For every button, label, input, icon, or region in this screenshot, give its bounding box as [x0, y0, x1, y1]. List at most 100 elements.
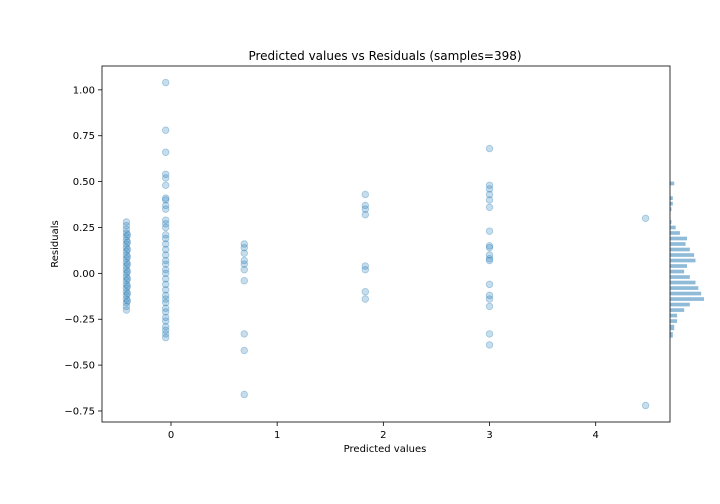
scatter-point: [123, 297, 132, 305]
scatter-point: [162, 299, 170, 307]
scatter-point: [162, 308, 170, 316]
scatter-point: [485, 341, 494, 349]
scatter-point: [162, 260, 170, 268]
scatter-point: [123, 289, 132, 298]
scatter-point: [123, 245, 132, 254]
scatter-point: [162, 148, 170, 156]
scatter-point: [485, 190, 494, 199]
scatter-point: [162, 194, 170, 202]
scatter-point: [641, 401, 650, 410]
scatter-point: [485, 302, 494, 311]
scatter-point: [240, 240, 248, 248]
histogram-bars: [670, 181, 704, 338]
scatter-point: [162, 205, 170, 213]
scatter-point: [361, 201, 369, 210]
scatter-point: [122, 277, 131, 285]
scatter-point: [162, 256, 170, 265]
histogram-bar: [670, 319, 678, 323]
scatter-point: [162, 170, 170, 178]
scatter-point: [122, 302, 131, 311]
scatter-point: [361, 288, 369, 296]
y-tick-label: 0.75: [73, 131, 95, 142]
scatter-point: [485, 227, 494, 235]
scatter-point: [485, 242, 494, 250]
scatter-point: [485, 251, 494, 259]
x-tick-label: 1: [274, 430, 280, 441]
histogram-bar: [670, 236, 687, 241]
scatter-point: [485, 181, 494, 189]
scatter-point: [162, 330, 170, 338]
scatter-point: [122, 280, 131, 289]
scatter-point: [162, 291, 170, 300]
scatter-point: [361, 262, 369, 270]
scatter-point: [485, 330, 494, 338]
plot-area-frame: [101, 65, 671, 423]
scatter-point: [485, 280, 494, 289]
scatter-point: [122, 291, 131, 300]
scatter-point: [122, 295, 131, 303]
scatter-point: [122, 218, 131, 226]
histogram-bar: [670, 220, 672, 224]
scatter-point: [162, 326, 170, 334]
scatter-point: [240, 256, 248, 265]
scatter-point: [122, 273, 131, 281]
histogram-bar: [670, 308, 685, 312]
scatter-point: [123, 231, 132, 239]
y-tick-label: 0.50: [73, 177, 95, 188]
scatter-point: [162, 269, 170, 278]
scatter-point: [240, 330, 248, 338]
scatter-point: [162, 78, 170, 87]
histogram-bar: [670, 242, 686, 246]
y-tick-label: 0.00: [73, 269, 95, 280]
scatter-point: [122, 232, 131, 241]
scatter-point: [485, 295, 494, 303]
scatter-point: [162, 174, 170, 182]
scatter-point: [123, 238, 132, 246]
y-tick-label: −0.75: [64, 406, 95, 417]
scatter-point: [240, 346, 248, 355]
scatter-point: [485, 203, 494, 211]
scatter-point: [123, 253, 132, 261]
scatter-point: [162, 295, 170, 303]
histogram-bar: [670, 207, 672, 211]
scatter-points: [122, 78, 650, 410]
scatter-point: [485, 291, 494, 300]
scatter-point: [240, 249, 248, 257]
scatter-point: [485, 196, 494, 204]
scatter-point: [122, 262, 131, 270]
scatter-point: [162, 333, 170, 342]
scatter-point: [122, 265, 131, 274]
scatter-point: [240, 243, 248, 252]
scatter-point: [122, 221, 131, 230]
scatter-point: [361, 295, 369, 303]
scatter-point: [162, 313, 170, 322]
scatter-point: [162, 196, 170, 204]
x-axis-label: Predicted values: [344, 444, 427, 455]
histogram-bar: [670, 264, 687, 268]
scatter-point: [162, 245, 170, 254]
scatter-point: [162, 231, 170, 239]
histogram-bar: [670, 332, 673, 338]
scatter-point: [162, 220, 170, 228]
scatter-point: [122, 251, 131, 259]
scatter-point: [162, 201, 170, 210]
histogram-bar: [670, 313, 678, 318]
histogram-bar: [670, 269, 685, 274]
histogram-bar: [670, 225, 676, 230]
scatter-point: [485, 243, 494, 252]
scatter-point: [122, 247, 131, 256]
scatter-point: [361, 210, 369, 219]
histogram-bar: [670, 196, 673, 200]
scatter-point: [122, 258, 131, 267]
x-tick-label: 3: [486, 430, 492, 441]
scatter-point: [240, 277, 248, 285]
scatter-point: [361, 190, 369, 199]
scatter-point: [123, 282, 132, 290]
scatter-point: [122, 284, 131, 292]
scatter-point: [162, 223, 170, 232]
scatter-point: [240, 265, 248, 274]
scatter-point: [122, 225, 131, 234]
scatter-point: [162, 317, 170, 325]
x-axis-ticks: 0 1 2 3 4: [168, 422, 599, 441]
